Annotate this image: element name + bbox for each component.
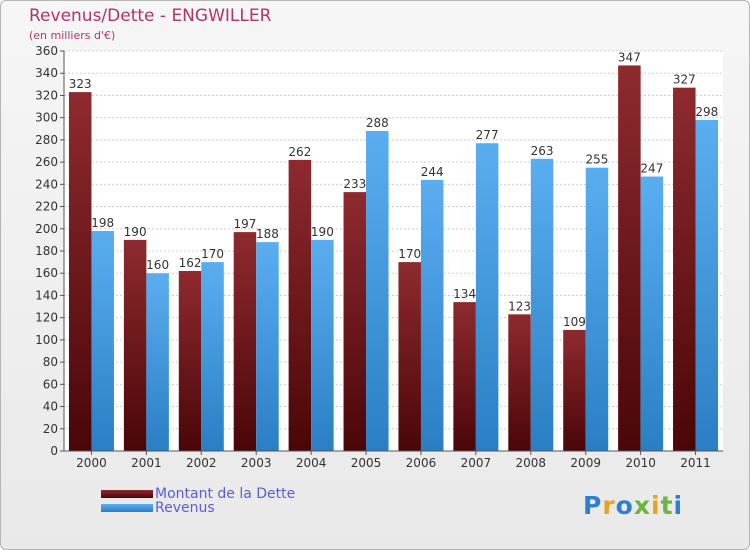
legend-label-dette: Montant de la Dette bbox=[155, 486, 296, 502]
bar-revenus-2007 bbox=[475, 143, 499, 451]
data-label-revenus-2004: 190 bbox=[311, 225, 334, 239]
y-tick-label: 280 bbox=[35, 133, 58, 147]
bar-revenus-2011 bbox=[695, 119, 719, 451]
x-tick-label: 2004 bbox=[296, 456, 327, 470]
logo-letter: P bbox=[583, 491, 603, 520]
x-tick-label: 2009 bbox=[570, 456, 601, 470]
y-tick-label: 140 bbox=[35, 288, 58, 302]
chart-subtitle: (en milliers d'€) bbox=[29, 29, 116, 42]
x-tick-label: 2008 bbox=[516, 456, 547, 470]
bar-dette-2008 bbox=[508, 314, 531, 451]
y-tick-label: 360 bbox=[35, 44, 58, 58]
bar-revenus-2008 bbox=[530, 158, 554, 451]
data-label-dette-2000: 323 bbox=[69, 77, 92, 91]
x-tick-label: 2010 bbox=[625, 456, 656, 470]
bar-revenus-2005 bbox=[366, 131, 389, 451]
axis-layer: 0 20 40 60 80 100 120 140 160 180 200 220 240 260 280 3… bbox=[35, 44, 723, 470]
bar-revenus-2001 bbox=[146, 273, 169, 451]
data-label-revenus-2002: 170 bbox=[201, 247, 224, 261]
bar-revenus-2000 bbox=[91, 231, 114, 451]
y-tick-label: 200 bbox=[35, 222, 58, 236]
logo-letter: r bbox=[602, 491, 616, 520]
x-tick-label: 2007 bbox=[461, 456, 492, 470]
x-tick-label: 2003 bbox=[241, 456, 272, 470]
y-tick-label: 100 bbox=[35, 333, 58, 347]
data-label-dette-2011: 327 bbox=[673, 73, 696, 87]
bar-revenus-2002 bbox=[201, 262, 224, 451]
bar-dette-2002 bbox=[178, 271, 202, 451]
legend-swatch-revenus bbox=[101, 504, 153, 512]
data-label-revenus-2006: 244 bbox=[421, 165, 444, 179]
bar-revenus-2006 bbox=[420, 179, 444, 451]
grid-layer bbox=[64, 50, 723, 452]
data-label-revenus-2010: 247 bbox=[640, 162, 663, 176]
bar-dette-2006 bbox=[398, 262, 421, 451]
logo-letter: o bbox=[615, 491, 634, 520]
y-tick-label: 220 bbox=[35, 200, 58, 214]
y-tick-label: 340 bbox=[35, 66, 58, 80]
y-tick-label: 80 bbox=[43, 355, 58, 369]
y-tick-label: 160 bbox=[35, 266, 58, 280]
x-tick-label: 2005 bbox=[351, 456, 382, 470]
data-label-revenus-2003: 188 bbox=[256, 227, 279, 241]
y-tick-label: 180 bbox=[35, 244, 58, 258]
legend-label-revenus: Revenus bbox=[155, 500, 215, 516]
y-tick-label: 260 bbox=[35, 155, 58, 169]
data-label-dette-2003: 197 bbox=[234, 217, 257, 231]
data-label-revenus-2011: 298 bbox=[695, 105, 718, 119]
bar-dette-2001 bbox=[123, 239, 147, 451]
bar-dette-2010 bbox=[618, 65, 641, 451]
data-label-dette-2007: 134 bbox=[453, 287, 476, 301]
data-label-dette-2002: 162 bbox=[179, 256, 202, 270]
bar-dette-2005 bbox=[343, 192, 367, 451]
bar-dette-2003 bbox=[233, 232, 257, 451]
y-tick-label: 40 bbox=[43, 400, 58, 414]
data-label-dette-2008: 123 bbox=[508, 299, 531, 313]
x-tick-label: 2000 bbox=[76, 456, 107, 470]
x-tick-label: 2002 bbox=[186, 456, 217, 470]
data-label-revenus-2005: 288 bbox=[366, 116, 389, 130]
y-tick-label: 60 bbox=[43, 377, 58, 391]
x-tick-label: 2001 bbox=[131, 456, 162, 470]
logo-letter: i bbox=[673, 491, 684, 520]
data-label-revenus-2001: 160 bbox=[146, 258, 169, 272]
data-label-dette-2009: 109 bbox=[563, 315, 586, 329]
data-label-revenus-2008: 263 bbox=[531, 144, 554, 158]
y-tick-label: 120 bbox=[35, 311, 58, 325]
logo-letter: x bbox=[633, 491, 651, 520]
bar-dette-2009 bbox=[563, 329, 586, 451]
data-label-dette-2006: 170 bbox=[398, 247, 421, 261]
bar-dette-2007 bbox=[453, 302, 476, 451]
y-tick-label: 320 bbox=[35, 88, 58, 102]
data-label-revenus-2007: 277 bbox=[476, 128, 499, 142]
data-label-revenus-2009: 255 bbox=[586, 153, 609, 167]
legend-swatch-dette bbox=[101, 490, 153, 498]
data-label-dette-2010: 347 bbox=[618, 50, 641, 64]
bars-layer bbox=[68, 65, 719, 452]
bar-dette-2000 bbox=[68, 92, 92, 451]
x-tick-label: 2006 bbox=[406, 456, 437, 470]
logo-letter: t bbox=[660, 491, 674, 520]
bar-dette-2004 bbox=[288, 159, 312, 451]
bar-revenus-2009 bbox=[585, 167, 609, 451]
proxiti-logo: Proxiti bbox=[583, 491, 683, 520]
bar-revenus-2004 bbox=[311, 239, 334, 451]
data-label-dette-2001: 190 bbox=[124, 225, 147, 239]
y-tick-label: 240 bbox=[35, 177, 58, 191]
bar-revenus-2010 bbox=[640, 176, 664, 452]
y-tick-label: 300 bbox=[35, 111, 58, 125]
bar-revenus-2003 bbox=[256, 242, 279, 451]
y-tick-label: 0 bbox=[50, 444, 58, 458]
x-tick-label: 2011 bbox=[680, 456, 711, 470]
data-label-revenus-2000: 198 bbox=[91, 216, 114, 230]
chart-title: Revenus/Dette - ENGWILLER bbox=[29, 6, 272, 26]
logo-letter: i bbox=[651, 491, 661, 520]
data-label-dette-2005: 233 bbox=[343, 177, 366, 191]
data-label-dette-2004: 262 bbox=[288, 145, 311, 159]
y-tick-label: 20 bbox=[43, 422, 58, 436]
bar-dette-2011 bbox=[673, 87, 696, 452]
